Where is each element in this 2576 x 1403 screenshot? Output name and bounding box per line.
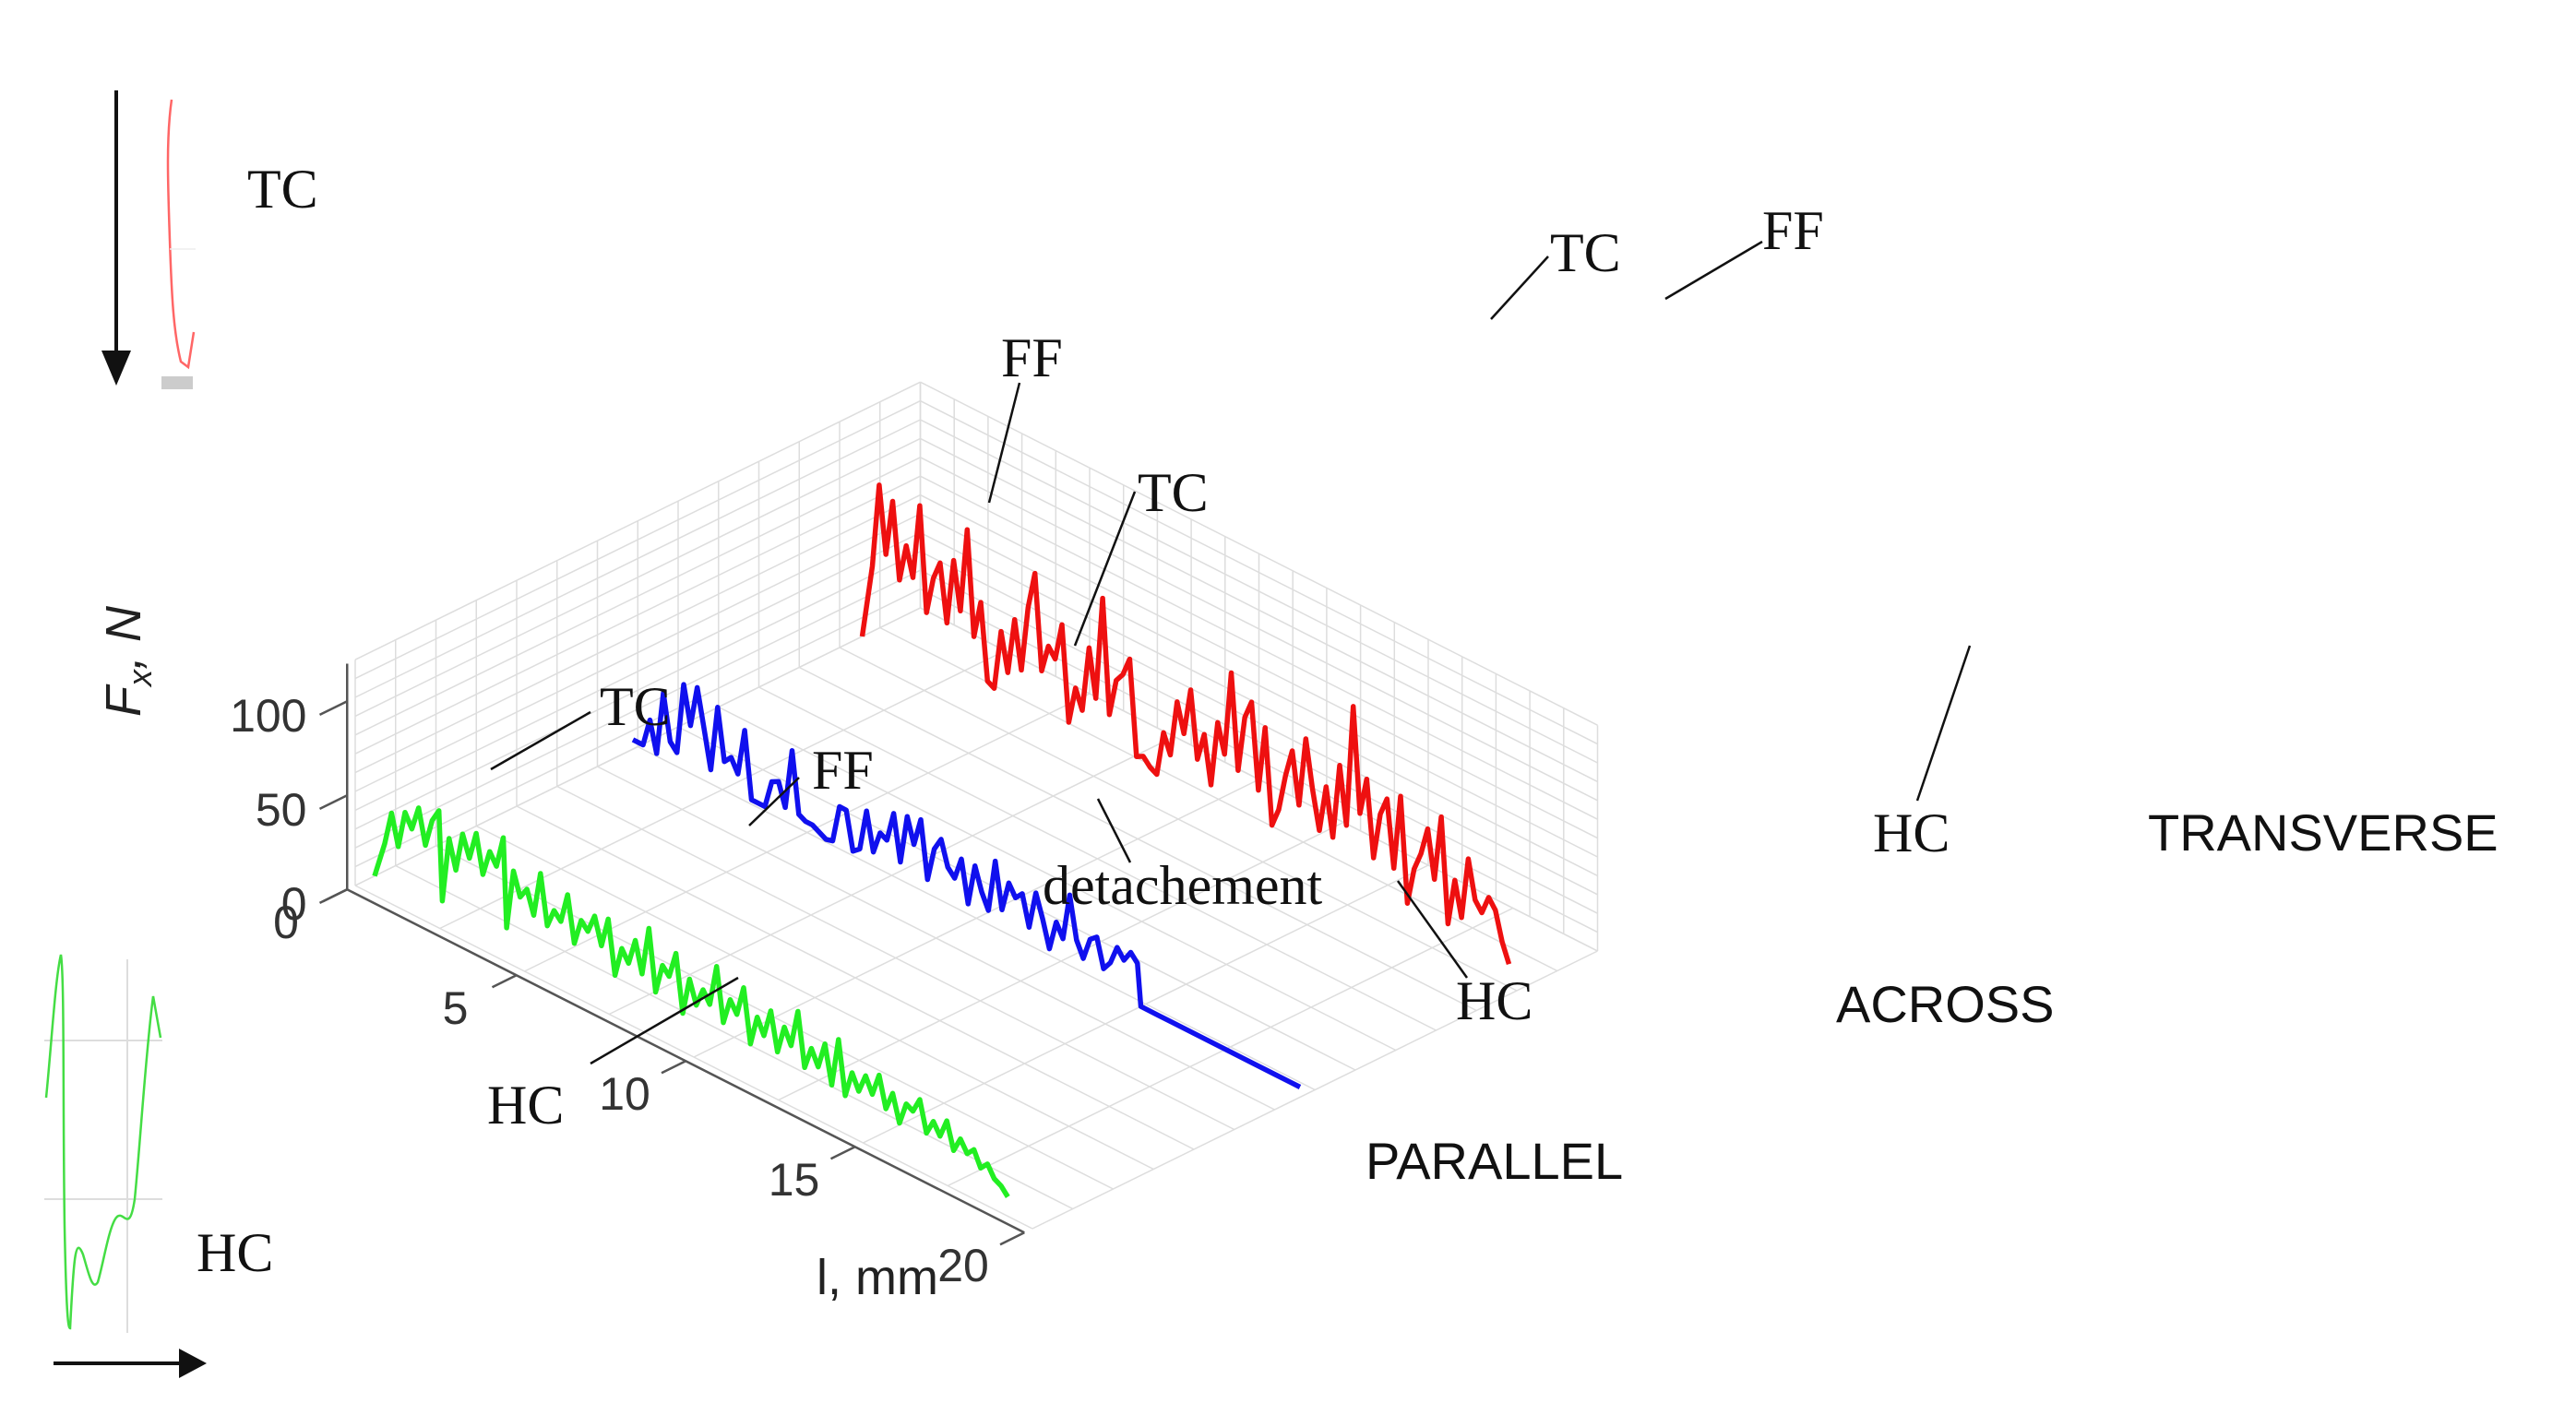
grid-line — [778, 821, 1344, 1101]
annotation-detachement: detachement — [1043, 855, 1322, 916]
insets — [44, 90, 207, 1378]
annotation-leader — [590, 976, 739, 1065]
series-label-across: ACROSS — [1836, 975, 2055, 1033]
annotation-leader — [1664, 240, 1763, 301]
grid-line — [524, 693, 1091, 972]
down-arrow-head-icon — [101, 351, 131, 386]
series-line-parallel — [372, 805, 1010, 1198]
svg-text:Fx, N: Fx, N — [96, 605, 159, 717]
grid — [354, 381, 1599, 1230]
annotation-ff-red: FF — [1762, 200, 1824, 261]
inset-curve-tc — [166, 99, 196, 370]
axes: 0 5 10 15 20 0 50 100 — [230, 663, 1025, 1291]
inset-label-hc: HC — [197, 1222, 273, 1283]
inset-base — [161, 376, 193, 389]
annotation-hc-blue: HC — [1456, 970, 1532, 1031]
y-tick-label: 100 — [230, 690, 306, 742]
y-axis-label-sub: x — [121, 668, 159, 688]
annotation-ff-green: FF — [812, 740, 874, 801]
x-tick — [661, 1060, 686, 1075]
annotation-leader — [1096, 798, 1132, 863]
y-tick — [318, 700, 348, 717]
annotation-ff-blue: FF — [1001, 327, 1063, 388]
y-tick-label: 50 — [256, 784, 307, 836]
grid-line — [947, 907, 1514, 1187]
annotation-tc-red: TC — [1550, 222, 1621, 283]
grid-line — [863, 864, 1429, 1144]
grid-line — [608, 735, 1175, 1016]
grid-line — [1032, 950, 1598, 1230]
annotation-hc-green: HC — [487, 1075, 564, 1135]
annotation-leader — [987, 382, 1021, 504]
series-line-across — [631, 682, 1302, 1089]
x-tick-label: 5 — [443, 982, 469, 1034]
y-tick-label: 0 — [281, 878, 307, 930]
annotation-hc-red: HC — [1873, 803, 1950, 863]
grid-line — [439, 649, 1006, 930]
y-axis-label-unit: , N — [96, 605, 151, 670]
y-tick — [318, 794, 348, 811]
inset-label-tc: TC — [247, 159, 318, 220]
x-tick-label: 10 — [599, 1068, 650, 1120]
y-axis-label-main: F — [96, 684, 151, 717]
x-tick — [829, 1146, 856, 1160]
series-lines — [372, 482, 1512, 1198]
annotation-tc-green: TC — [600, 676, 671, 737]
inset-curve-hc — [44, 954, 162, 1330]
annotation-leader — [1396, 880, 1469, 979]
x-tick-label: 15 — [769, 1154, 820, 1206]
series-label-transverse: TRANSVERSE — [2148, 803, 2498, 862]
x-tick-label: 0 — [273, 897, 299, 948]
x-tick-label: 20 — [937, 1240, 989, 1291]
annotation-leader — [1490, 256, 1549, 320]
right-arrow-head-icon — [179, 1349, 207, 1378]
annotations — [490, 240, 1972, 1065]
x-tick — [999, 1231, 1025, 1246]
annotation-leader — [1073, 491, 1137, 647]
y-tick — [318, 888, 348, 905]
x-axis-label: l, mm — [817, 1250, 938, 1305]
series-line-transverse — [859, 482, 1512, 966]
series-label-parallel: PARALLEL — [1366, 1132, 1623, 1190]
annotation-leader — [490, 710, 591, 771]
annotation-leader — [748, 777, 800, 826]
y-axis-label: Fx, N — [96, 605, 159, 717]
x-tick — [491, 974, 518, 989]
annotation-tc-blue: TC — [1138, 462, 1209, 523]
annotation-leader — [1915, 645, 1972, 802]
grid-line — [693, 779, 1259, 1058]
